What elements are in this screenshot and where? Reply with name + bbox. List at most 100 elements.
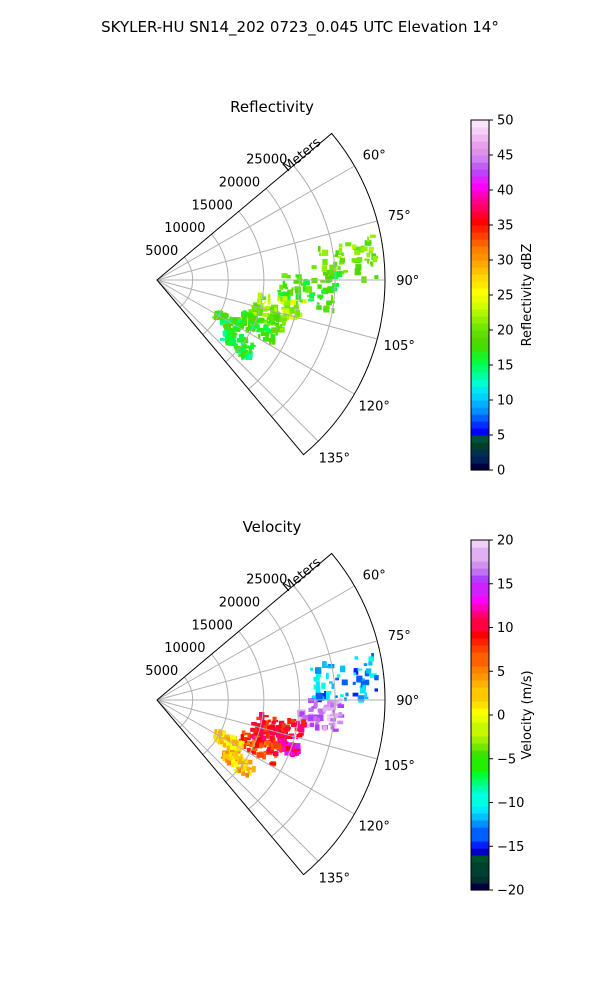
echo-gate [246, 747, 251, 753]
echo-gate [294, 743, 301, 749]
echo-gate [316, 305, 322, 310]
echo-gate [225, 334, 232, 341]
echo-gate [322, 725, 328, 731]
colorbar-swatch [471, 813, 489, 821]
echo-gate [224, 323, 231, 330]
colorbar-tick-label: 10 [497, 394, 514, 409]
echo-gate [364, 240, 372, 246]
range-ring [225, 210, 265, 363]
echo-gate [260, 735, 267, 742]
colorbar-swatch [471, 267, 489, 275]
colorbar-tick-label: 40 [497, 184, 514, 199]
echo-gate [284, 299, 291, 306]
echo-gate [250, 312, 257, 316]
colorbar-swatch [471, 456, 489, 464]
echo-gate [245, 773, 249, 778]
colorbar-swatch [471, 645, 489, 653]
echo-gate [226, 744, 234, 747]
echo-gate [295, 274, 302, 278]
echo-gate [237, 350, 244, 354]
echo-gate [310, 667, 313, 671]
echo-gate [267, 747, 271, 753]
echo-gate [236, 744, 242, 752]
echo-gate [325, 706, 331, 711]
colorbar-swatch [471, 148, 489, 156]
colorbar-swatch [471, 554, 489, 562]
range-ring [248, 608, 300, 810]
echo-gate [281, 726, 288, 733]
colorbar-swatch [471, 771, 489, 779]
echo-gate [227, 756, 232, 761]
echo-gate [338, 243, 343, 248]
echo-region [310, 653, 379, 703]
echo-gate [241, 730, 246, 736]
colorbar-swatch [471, 449, 489, 457]
echo-gate [251, 307, 257, 311]
echo-gate [332, 709, 335, 715]
echo-gate [282, 283, 288, 289]
echo-gate [229, 335, 235, 342]
echo-region [219, 327, 256, 360]
echo-gate [290, 722, 298, 728]
colorbar-swatch [471, 176, 489, 184]
echo-gate [274, 754, 278, 758]
echo-gate [263, 750, 267, 754]
echo-gate [299, 711, 305, 717]
azimuth-tick-label: 105° [384, 759, 415, 774]
echo-gate [269, 317, 275, 324]
colorbar-swatch [471, 169, 489, 177]
colorbar-tick-label: 20 [497, 534, 514, 549]
colorbar-swatch [471, 652, 489, 660]
echo-gate [374, 675, 379, 681]
range-tick-label: 15000 [192, 198, 233, 213]
echo-gate [338, 247, 343, 254]
echo-gate [338, 712, 342, 717]
echo-gate [322, 258, 328, 266]
echo-gate [246, 355, 250, 360]
echo-gate [263, 309, 268, 312]
echo-gate [216, 315, 222, 319]
echo-gate [261, 296, 267, 300]
range-ring [271, 585, 336, 837]
echo-gate [269, 762, 277, 766]
echo-gate [321, 682, 326, 689]
echo-gate [251, 740, 256, 748]
colorbar-tick-label: 0 [497, 464, 505, 479]
echo-gate [294, 288, 301, 294]
colorbar-tick-label: 35 [497, 219, 514, 234]
azimuth-spoke [156, 279, 378, 340]
echo-gate [269, 315, 272, 322]
echo-gate [226, 746, 230, 751]
colorbar-swatch [471, 799, 489, 807]
echo-gate [249, 344, 256, 347]
echo-gate [290, 742, 294, 750]
echo-gate [360, 681, 366, 688]
colorbar-swatch [471, 680, 489, 688]
echo-gate [237, 320, 240, 328]
echo-gate [229, 759, 236, 765]
echo-gate [297, 720, 304, 728]
echo-gate [227, 739, 233, 743]
colorbar-swatch [471, 183, 489, 191]
echo-gate [320, 693, 327, 700]
echo-gate [289, 745, 292, 749]
echo-gate [333, 272, 339, 279]
echo-gate [300, 283, 305, 286]
sector-frame [156, 132, 386, 456]
echo-region [277, 271, 343, 314]
range-ring [202, 653, 229, 755]
echo-gate [275, 731, 279, 738]
echo-gate [253, 742, 259, 748]
echo-gate [327, 269, 334, 276]
azimuth-tick-label: 75° [388, 629, 411, 644]
echo-gate [314, 677, 317, 682]
echo-gate [362, 678, 365, 681]
echo-gate [274, 726, 282, 730]
echo-gate [252, 765, 256, 773]
echo-gate [299, 714, 306, 720]
echo-gate [270, 334, 276, 339]
echo-gate [248, 771, 252, 776]
echo-gate [335, 250, 342, 255]
echo-gate [240, 320, 244, 324]
